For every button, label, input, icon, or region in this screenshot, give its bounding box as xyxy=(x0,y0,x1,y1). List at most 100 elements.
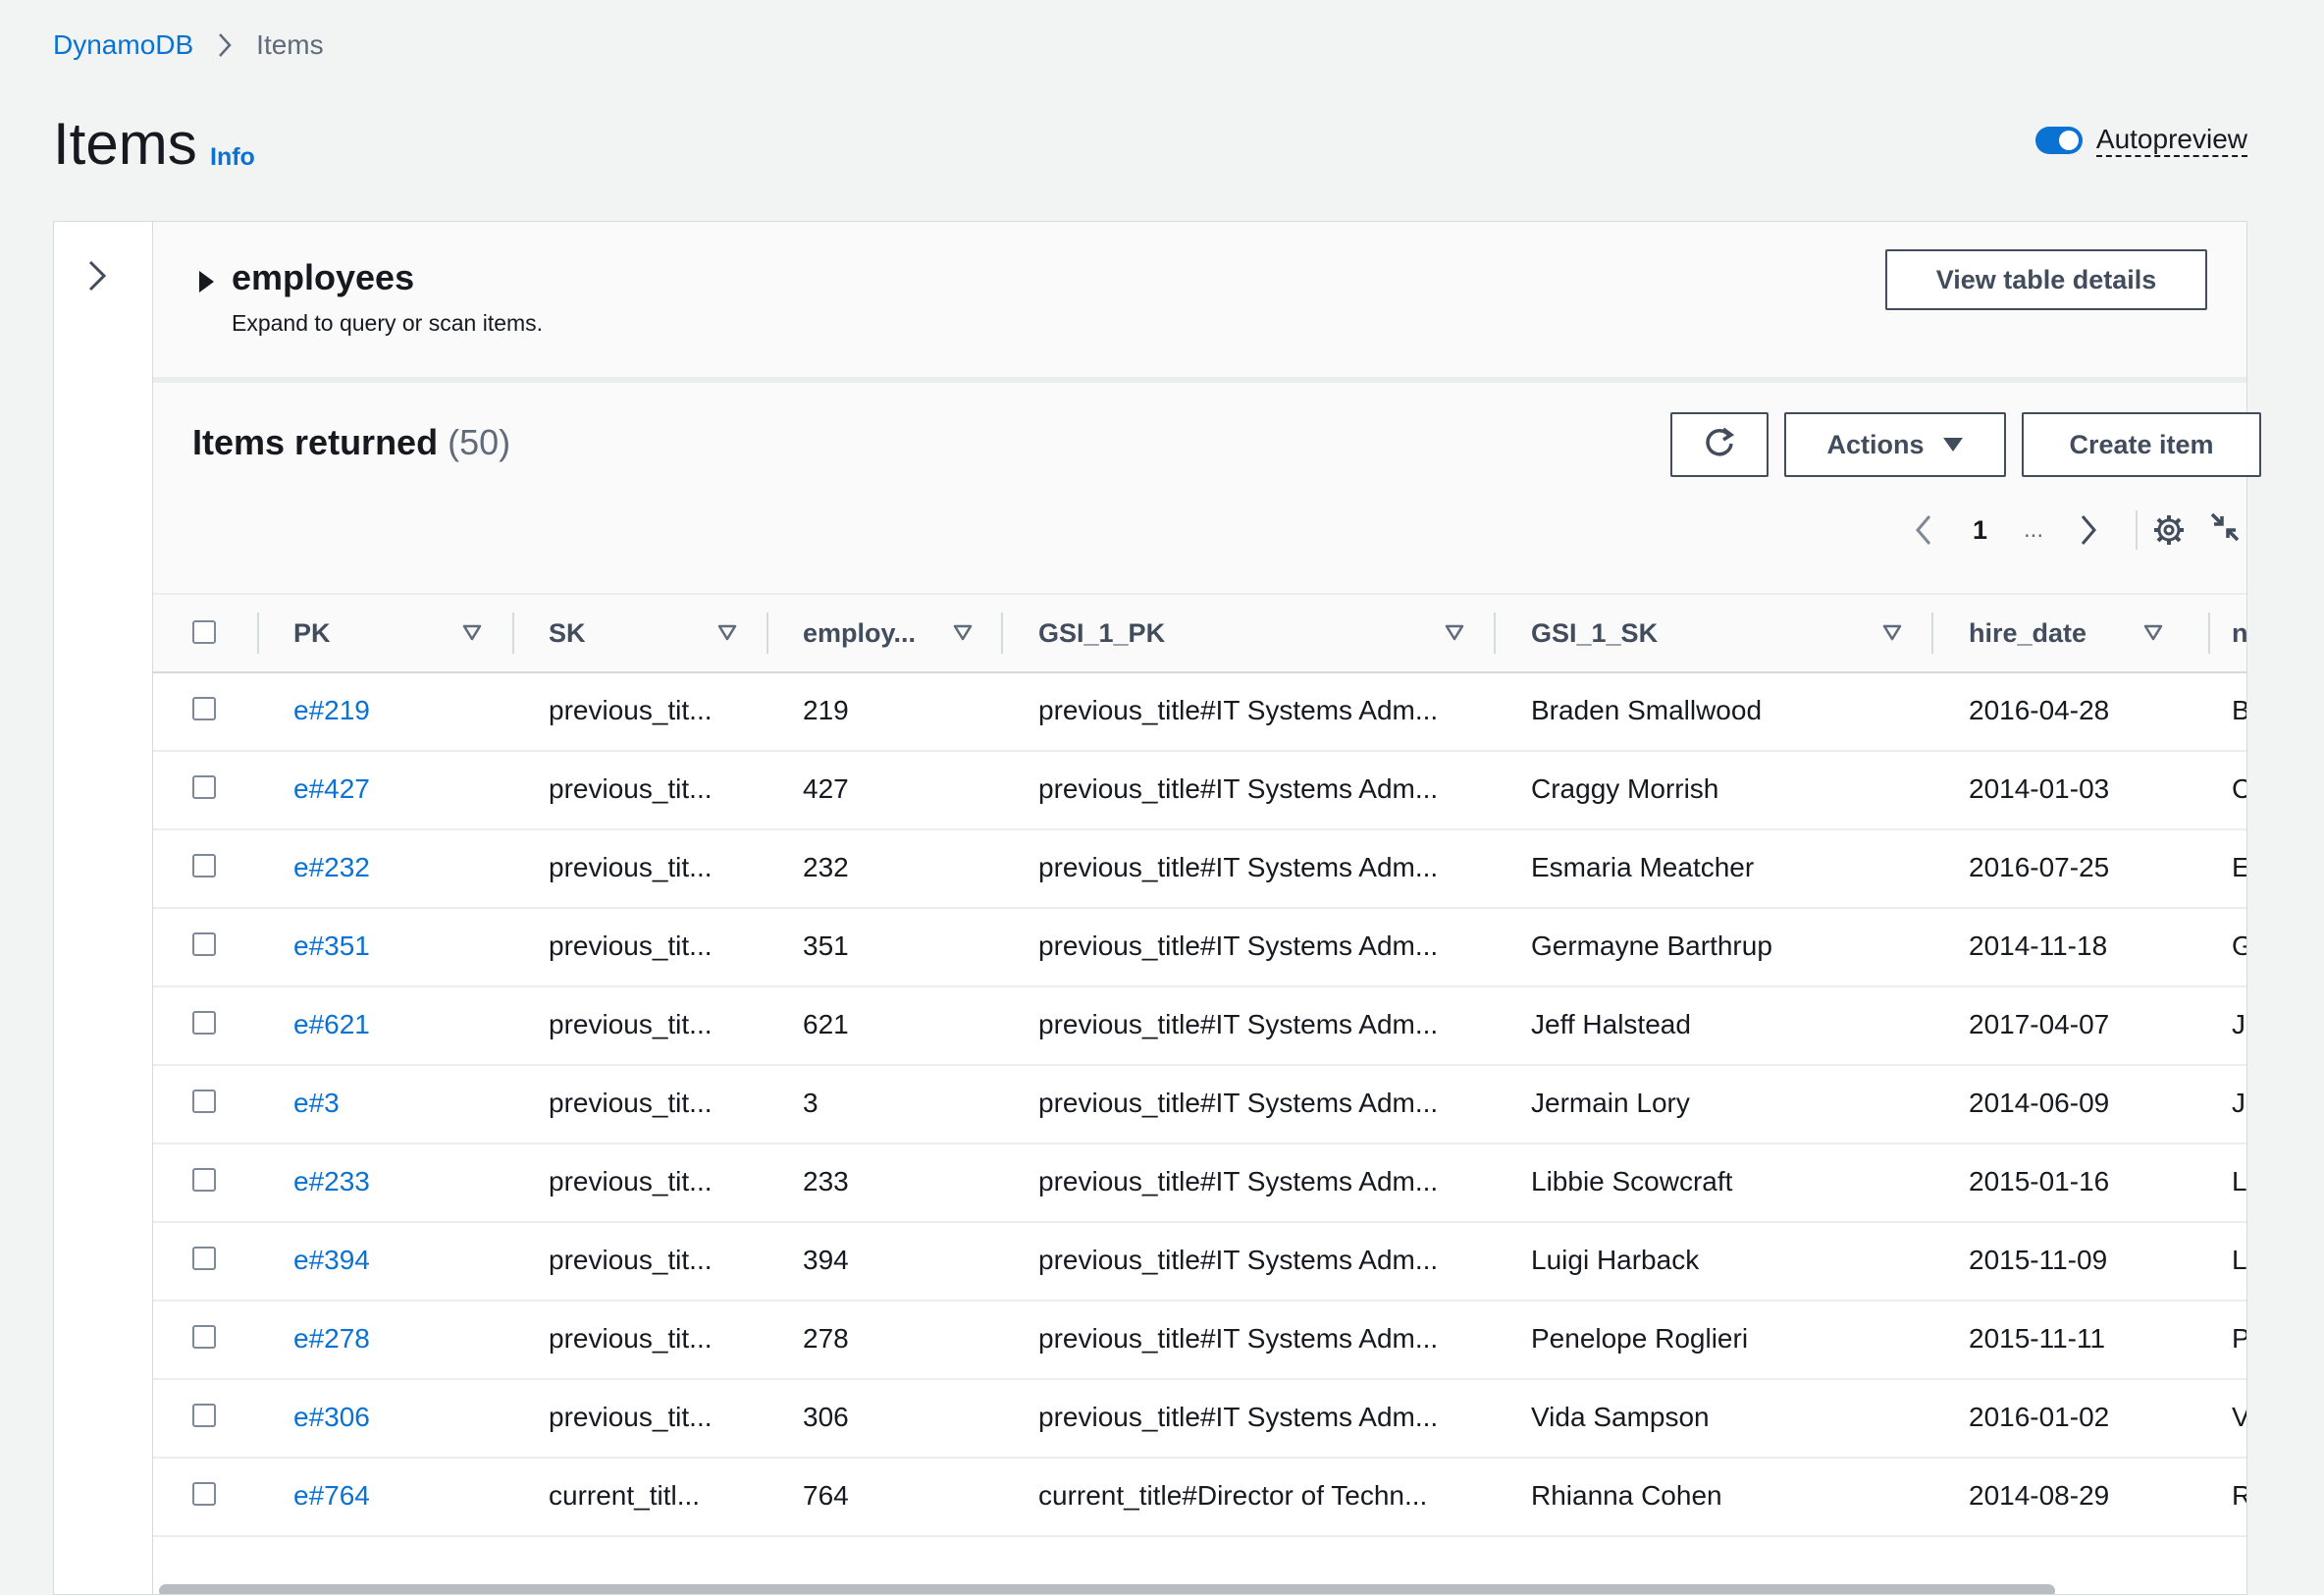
table-cell: Penelope Roglieri xyxy=(1531,1323,1749,1354)
table-cell: previous_title#IT Systems Adm... xyxy=(1038,773,1439,804)
table-cell: R xyxy=(2232,1480,2246,1511)
item-pk-link[interactable]: e#427 xyxy=(293,773,370,804)
caret-down-icon xyxy=(1942,430,1964,460)
table-cell: Je xyxy=(2232,1088,2246,1118)
actions-label: Actions xyxy=(1826,429,1925,459)
column-divider[interactable] xyxy=(1494,612,1496,654)
item-pk-link[interactable]: e#764 xyxy=(293,1480,370,1511)
row-checkbox[interactable] xyxy=(192,1482,216,1506)
column-header-1[interactable]: PK xyxy=(293,617,331,648)
table-cell: 2015-11-09 xyxy=(1969,1245,2108,1275)
toggle-knob xyxy=(2058,131,2079,150)
table-cell: 219 xyxy=(803,695,849,725)
column-header-5[interactable]: GSI_1_SK xyxy=(1531,617,1659,648)
row-checkbox[interactable] xyxy=(192,1168,216,1192)
item-pk-link[interactable]: e#233 xyxy=(293,1166,370,1196)
row-checkbox[interactable] xyxy=(192,697,216,720)
table-row: e#621 previous_tit... 621 previous_title#IT… xyxy=(153,985,2246,1066)
row-checkbox[interactable] xyxy=(192,1011,216,1035)
sort-icon[interactable] xyxy=(1445,622,1464,647)
row-checkbox[interactable] xyxy=(192,932,216,956)
sort-icon[interactable] xyxy=(2143,622,2163,647)
column-header-6[interactable]: hire_date xyxy=(1969,617,2087,648)
select-all-checkbox[interactable] xyxy=(192,620,216,644)
row-checkbox[interactable] xyxy=(192,854,216,877)
table-cell: Vida Sampson xyxy=(1531,1402,1710,1432)
table-name[interactable]: employees xyxy=(232,257,415,297)
table-cell: previous_title#IT Systems Adm... xyxy=(1038,1323,1439,1354)
table-cell: Luigi Harback xyxy=(1531,1245,1700,1275)
item-pk-link[interactable]: e#232 xyxy=(293,852,370,882)
chevron-right-icon[interactable] xyxy=(2079,512,2098,553)
side-rail xyxy=(54,222,154,1594)
table-cell: Germayne Barthrup xyxy=(1531,930,1772,961)
table-cell: L xyxy=(2232,1166,2246,1196)
pager-divider xyxy=(2136,510,2138,550)
caret-right-icon[interactable] xyxy=(196,269,216,299)
collapse-icon[interactable] xyxy=(2208,510,2242,549)
item-pk-link[interactable]: e#278 xyxy=(293,1323,370,1354)
table-section: employees Expand to query or scan items.… xyxy=(153,222,2246,383)
items-returned-title: Items returned (50) xyxy=(192,422,510,463)
item-pk-link[interactable]: e#621 xyxy=(293,1009,370,1039)
column-divider[interactable] xyxy=(766,612,768,654)
table-cell: B xyxy=(2232,695,2246,725)
table-cell: previous_title#IT Systems Adm... xyxy=(1038,1088,1439,1118)
column-header-4[interactable]: GSI_1_PK xyxy=(1038,617,1166,648)
table-cell: previous_tit... xyxy=(549,773,713,804)
refresh-button[interactable] xyxy=(1670,412,1769,477)
horizontal-scrollbar[interactable] xyxy=(159,1584,2055,1594)
column-header-2[interactable]: SK xyxy=(549,617,586,648)
item-pk-link[interactable]: e#306 xyxy=(293,1402,370,1432)
chevron-right-icon[interactable] xyxy=(85,257,109,299)
autopreview-label[interactable]: Autopreview xyxy=(2095,124,2247,157)
table-cell: previous_title#IT Systems Adm... xyxy=(1038,1402,1439,1432)
table-cell: P xyxy=(2232,1323,2246,1354)
row-checkbox[interactable] xyxy=(192,1247,216,1270)
row-checkbox[interactable] xyxy=(192,1090,216,1113)
sort-icon[interactable] xyxy=(1882,622,1902,647)
table-cell: current_titl... xyxy=(549,1480,701,1511)
view-table-details-label: View table details xyxy=(1935,264,2157,294)
column-header-3[interactable]: employ... xyxy=(803,617,917,648)
table-cell: 351 xyxy=(803,930,849,961)
row-checkbox[interactable] xyxy=(192,1404,216,1427)
column-divider[interactable] xyxy=(2208,612,2210,654)
table-cell: 394 xyxy=(803,1245,849,1275)
item-pk-link[interactable]: e#219 xyxy=(293,695,370,725)
view-table-details-button[interactable]: View table details xyxy=(1885,249,2207,310)
breadcrumb: DynamoDB Items xyxy=(53,29,324,61)
table-cell: Jeff Halstead xyxy=(1531,1009,1691,1039)
sort-icon[interactable] xyxy=(953,622,973,647)
info-link[interactable]: Info xyxy=(210,143,255,171)
table-row: e#764 current_titl... 764 current_title#Dir… xyxy=(153,1457,2246,1537)
table-cell: previous_tit... xyxy=(549,1166,713,1196)
sort-icon[interactable] xyxy=(462,622,482,647)
item-pk-link[interactable]: e#394 xyxy=(293,1245,370,1275)
table-cell: 2016-04-28 xyxy=(1969,695,2110,725)
gear-icon[interactable] xyxy=(2151,512,2187,553)
actions-button[interactable]: Actions xyxy=(1784,412,2006,477)
column-header-7[interactable]: n xyxy=(2232,617,2246,648)
autopreview-toggle[interactable] xyxy=(2034,127,2083,154)
table-cell: previous_tit... xyxy=(549,1088,713,1118)
item-pk-link[interactable]: e#3 xyxy=(293,1088,340,1118)
chevron-left-icon[interactable] xyxy=(1914,512,1933,553)
page-number-1[interactable]: 1 xyxy=(1973,515,1988,545)
breadcrumb-dynamodb-link[interactable]: DynamoDB xyxy=(53,29,194,60)
column-divider[interactable] xyxy=(1001,612,1003,654)
table-cell: current_title#Director of Techn... xyxy=(1038,1480,1428,1511)
item-pk-link[interactable]: e#351 xyxy=(293,930,370,961)
table-cell: 2016-07-25 xyxy=(1969,852,2110,882)
column-divider[interactable] xyxy=(512,612,514,654)
table-row: e#3 previous_tit... 3 previous_title#IT Sys… xyxy=(153,1064,2246,1144)
column-divider[interactable] xyxy=(1931,612,1933,654)
refresh-icon xyxy=(1702,424,1737,466)
table-cell: C xyxy=(2232,773,2246,804)
row-checkbox[interactable] xyxy=(192,775,216,799)
sort-icon[interactable] xyxy=(717,622,737,647)
table-row: e#306 previous_tit... 306 previous_title#IT… xyxy=(153,1378,2246,1459)
column-divider[interactable] xyxy=(257,612,259,654)
row-checkbox[interactable] xyxy=(192,1325,216,1349)
create-item-button[interactable]: Create item xyxy=(2022,412,2261,477)
